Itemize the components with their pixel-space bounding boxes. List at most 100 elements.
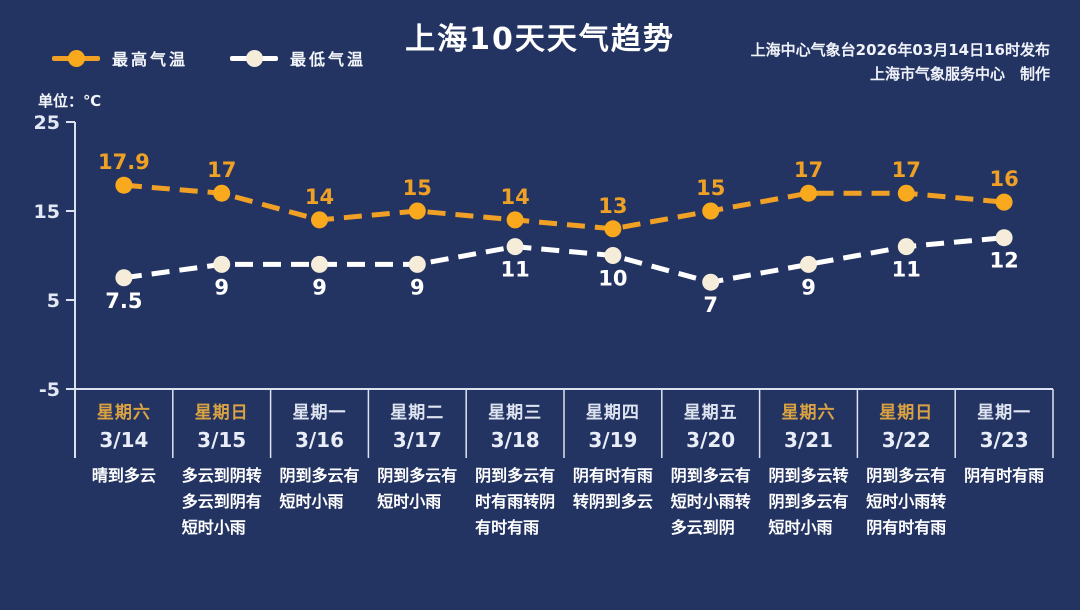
series-line-low xyxy=(123,235,1005,285)
high-temp-value-label: 17 xyxy=(794,158,823,182)
weather-text: 阴到多云有 短时小雨 xyxy=(377,463,457,515)
high-temp-value-label: 15 xyxy=(696,176,725,200)
high-temp-marker xyxy=(995,193,1013,211)
low-temp-marker xyxy=(604,247,622,264)
weather-line: 阴有时有雨 xyxy=(964,466,1045,485)
low-temp-value-label: 11 xyxy=(500,258,529,282)
weather-text: 阴到多云有短时小雨转阴有时有雨 xyxy=(866,463,946,541)
source-info: 上海中心气象台2026年03月14日16时发布 上海市气象服务中心 制作 xyxy=(751,38,1050,86)
weather-line: 短时小雨 xyxy=(181,518,246,537)
weather-line: 时有雨转阴 xyxy=(475,492,556,511)
date-label: 3/14 xyxy=(99,427,149,452)
weather-text: 阴到多云有 短时小雨 xyxy=(279,463,359,515)
series-line-high xyxy=(123,182,1005,232)
low-temp-value-label: 9 xyxy=(801,275,816,299)
weather-line: 阴到多云有 xyxy=(279,466,360,485)
day-column: 星期一 3/16 阴到多云有短时小雨 xyxy=(271,392,369,541)
date-label: 3/21 xyxy=(783,427,834,452)
weather-line: 有时有雨 xyxy=(475,518,540,537)
weather-line: 阴到多云有 xyxy=(670,466,751,485)
weather-line: 短时小雨 xyxy=(768,518,833,537)
weather-line: 短时小雨 xyxy=(377,492,442,511)
legend-item-low-temp: 最低气温 xyxy=(230,46,366,70)
legend: 最高气温 最低气温 xyxy=(52,46,366,70)
day-column: 星期六 3/21 阴到多云转阴到多云有短时小雨 xyxy=(760,392,858,541)
weather-line: 短时小雨 xyxy=(279,492,344,511)
weekday-label: 星期六 xyxy=(96,403,151,423)
high-temp-value-label: 13 xyxy=(598,194,627,218)
weather-line: 多云到阴转 xyxy=(181,466,262,485)
weekday-label: 星期日 xyxy=(194,403,249,423)
weekday-label: 星期日 xyxy=(879,403,934,423)
weather-text: 阴有时有雨 xyxy=(964,463,1044,489)
high-temp-marker xyxy=(506,211,524,229)
low-temp-marker xyxy=(115,269,133,287)
source-line2: 上海市气象服务中心 制作 xyxy=(869,65,1050,83)
date-label: 3/16 xyxy=(294,427,345,452)
high-temp-value-label: 17 xyxy=(892,158,921,182)
high-temp-marker xyxy=(604,220,622,238)
low-temp-value-label: 7 xyxy=(703,293,718,317)
low-temp-marker xyxy=(506,238,524,256)
low-temp-value-label: 7.5 xyxy=(105,289,142,313)
high-temp-value-label: 14 xyxy=(305,185,334,209)
low-temp-value-label: 9 xyxy=(214,275,229,299)
weekday-label: 星期二 xyxy=(390,403,445,423)
weather-line: 阴有时有雨 xyxy=(866,518,947,537)
low-temp-marker xyxy=(995,229,1013,247)
low-temp-value-label: 10 xyxy=(598,267,627,291)
y-axis-tick-label: 25 xyxy=(34,112,60,134)
high-temp-value-label: 15 xyxy=(403,176,432,200)
low-temp-value-label: 12 xyxy=(989,249,1018,273)
forecast-table: 星期六 3/14 晴到多云 星期日 3/15 多云到阴转 多云到阴有 短时小雨 星期… xyxy=(75,392,1053,541)
high-temp-value-label: 14 xyxy=(500,185,529,209)
weekday-label: 星期四 xyxy=(585,403,640,423)
weather-line: 阴到多云转 xyxy=(768,466,849,485)
low-temp-value-label: 9 xyxy=(410,275,425,299)
low-temp-marker xyxy=(311,255,328,273)
weather-line: 阴到多云有 xyxy=(768,492,849,511)
weather-line: 阴有时有雨 xyxy=(572,466,653,485)
weather-text: 多云到阴转多云到阴有短时小雨 xyxy=(182,463,262,541)
weekday-label: 星期六 xyxy=(781,403,836,423)
weather-line: 多云到阴 xyxy=(670,518,735,537)
y-axis-tick-label: 15 xyxy=(34,201,60,223)
low-temp-marker xyxy=(897,238,915,256)
low-temp-value-label: 9 xyxy=(312,275,327,299)
day-column: 星期日 3/15 多云到阴转多云到阴有短时小雨 xyxy=(173,392,271,541)
date-label: 3/23 xyxy=(979,427,1029,452)
legend-label-high: 最高气温 xyxy=(112,50,189,69)
high-temp-marker xyxy=(800,184,817,202)
weather-text: 阴到多云转阴到多云有短时小雨 xyxy=(768,463,848,541)
low-temp-value-label: 11 xyxy=(892,258,921,282)
low-temp-dot-icon xyxy=(246,49,264,67)
high-temp-marker xyxy=(115,176,133,194)
weather-line: 阴到多云有 xyxy=(866,466,947,485)
weather-line: 多云到阴有 xyxy=(181,492,262,511)
high-temp-marker xyxy=(311,211,328,229)
legend-label-low: 最低气温 xyxy=(290,50,367,69)
weather-line: 短时小雨转 xyxy=(866,492,947,511)
weather-text: 阴有时有雨 转阴到多云 xyxy=(573,463,653,515)
high-temp-marker xyxy=(408,202,426,220)
y-axis-tick-label: -5 xyxy=(39,379,60,401)
y-axis-tick-label: 5 xyxy=(47,290,60,312)
date-label: 3/17 xyxy=(392,427,442,452)
weather-line: 短时小雨转 xyxy=(670,492,751,511)
day-column: 星期二 3/17 阴到多云有 短时小雨 xyxy=(368,392,466,541)
page-title: 上海10天天气趋势 xyxy=(405,22,675,57)
high-temp-marker xyxy=(897,184,915,202)
source-line1: 上海中心气象台2026年03月14日16时发布 xyxy=(750,41,1050,59)
weather-text: 晴到多云 xyxy=(92,463,156,489)
day-column: 星期四 3/19 阴有时有雨 转阴到多云 xyxy=(564,392,662,541)
weather-line: 阴到多云有 xyxy=(475,466,556,485)
date-label: 3/22 xyxy=(881,427,931,452)
weekday-label: 星期一 xyxy=(977,403,1032,423)
weather-text: 阴到多云有短时小雨转多云到阴 xyxy=(671,463,751,541)
date-label: 3/15 xyxy=(197,427,247,452)
weekday-label: 星期一 xyxy=(292,403,347,423)
weather-line: 晴到多云 xyxy=(91,466,156,485)
day-column: 星期一 3/23 阴有时有雨 xyxy=(955,392,1053,541)
